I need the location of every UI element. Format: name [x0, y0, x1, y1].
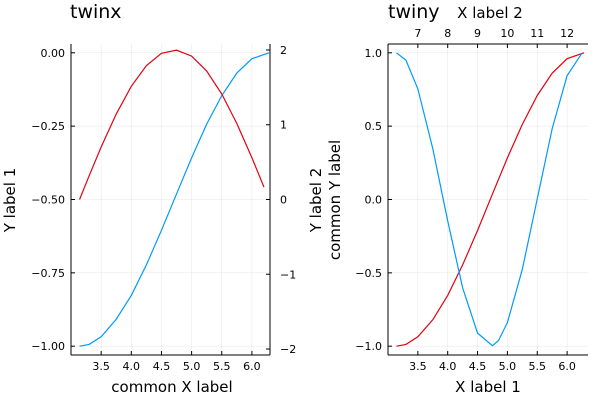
twinx-y-right-tick-label: 0	[280, 194, 287, 207]
twinx-title: twinx	[70, 1, 122, 23]
twiny-x-top-tick-label: 9	[474, 27, 481, 40]
twinx-y-tick-label: −0.25	[31, 120, 65, 133]
twiny-x-top-tick-label: 8	[444, 27, 451, 40]
twiny-x-top-tick-label: 10	[500, 27, 514, 40]
twiny-x-tick-label: 6.0	[558, 360, 576, 373]
twiny-x-tick-label: 5.0	[499, 360, 517, 373]
twinx-x-tick-label: 6.0	[243, 360, 261, 373]
twinx-x-tick-label: 4.0	[123, 360, 141, 373]
twinx-series-line-y2	[78, 49, 265, 200]
twiny-panel: twiny X label 2 3.5 4.0 4.5 5.0 5.5 6.0 7 8 9 10 1…	[307, 1, 588, 396]
twinx-y-tick-label: −0.75	[31, 267, 65, 280]
twiny-x-top-tick-label: 11	[530, 27, 544, 40]
twiny-y-tick-label: 1.0	[365, 47, 383, 60]
twiny-y-tick-label: −0.5	[355, 267, 382, 280]
twinx-series	[78, 49, 270, 347]
twiny-series-line-y2	[396, 52, 583, 347]
twinx-series-line-y1	[79, 52, 270, 347]
twinx-y-right-tick-label: 1	[280, 119, 287, 132]
twiny-xlabel-top: X label 2	[457, 4, 523, 22]
twiny-axes: 3.5 4.0 4.5 5.0 5.5 6.0 7 8 9 10 11 12 1.0 0.5 0.0 −0.5…	[355, 27, 588, 373]
twinx-x-tick-label: 3.5	[92, 360, 110, 373]
twiny-x-top-tick-label: 12	[560, 27, 574, 40]
twinx-y-tick-label: −0.50	[31, 194, 65, 207]
twinx-axes: 3.5 4.0 4.5 5.0 5.5 6.0 0.00 −0.25 −0.50 −0.75 −1.…	[31, 44, 296, 373]
twiny-x-tick-label: 5.5	[529, 360, 547, 373]
twiny-x-top-tick-label: 7	[414, 27, 421, 40]
twinx-y-right-tick-label: −2	[280, 343, 296, 356]
twiny-series-line-y1	[396, 52, 585, 347]
twiny-x-tick-label: 4.5	[469, 360, 487, 373]
twiny-series	[396, 52, 585, 347]
twinx-x-tick-label: 4.5	[153, 360, 171, 373]
twiny-ylabel-line-2: common Y label	[326, 140, 344, 260]
twiny-y-tick-label: 0.0	[365, 194, 383, 207]
twinx-y-tick-label: 0.00	[41, 47, 66, 60]
twiny-title: twiny	[388, 1, 440, 23]
twinx-x-tick-label: 5.0	[183, 360, 201, 373]
twiny-x-tick-label: 4.0	[439, 360, 457, 373]
twiny-ylabel-line-1: Y label 2	[307, 168, 325, 234]
twiny-y-tick-label: −1.0	[355, 340, 382, 353]
twinx-y-tick-label: −1.00	[31, 340, 65, 353]
twinx-panel: twinx 3.5 4.0 4.5 5.0 5.5 6.0 0.00 −0.25 −0.50 −0…	[1, 1, 296, 396]
twinx-grid	[71, 44, 270, 355]
twiny-x-tick-label: 3.5	[409, 360, 427, 373]
twinx-y-right-tick-label: 2	[280, 44, 287, 57]
twiny-grid	[388, 44, 588, 355]
twinx-x-tick-label: 5.5	[213, 360, 231, 373]
twinx-ylabel: Y label 1	[1, 168, 19, 234]
twinx-y-right-tick-label: −1	[280, 268, 296, 281]
twiny-y-tick-label: 0.5	[365, 120, 383, 133]
twinx-xlabel: common X label	[111, 378, 232, 396]
twiny-xlabel: X label 1	[455, 378, 521, 396]
